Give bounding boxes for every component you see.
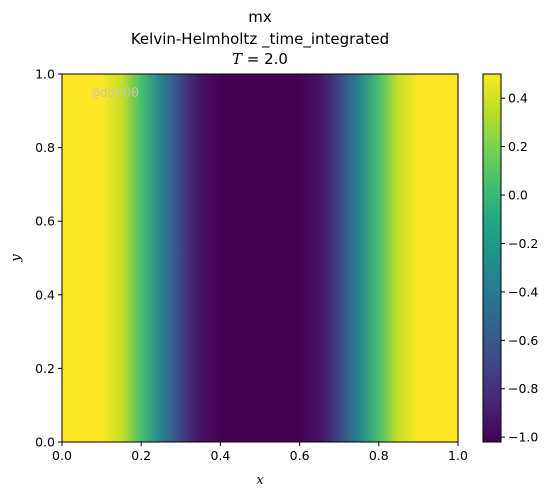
x-tick-label: 0.0 [52, 448, 72, 463]
chart-title-time: T = 2.0 [0, 50, 520, 68]
colorbar-tick-label: −0.6 [508, 333, 538, 348]
y-tick-label: 0.8 [35, 140, 55, 155]
heatmap-plot: @ddf00 [61, 73, 459, 443]
y-tick-label: 1.0 [35, 67, 55, 82]
time-label-value: = 2.0 [242, 50, 288, 68]
time-label-var: T [232, 50, 243, 68]
x-tick-label: 0.6 [290, 448, 310, 463]
plot-frame [61, 73, 459, 443]
x-tick-label: 0.2 [131, 448, 151, 463]
colorbar: 0.4 0.2 0.0 −0.2 −0.4 −0.6 −0.8 −1.0 [482, 73, 538, 445]
y-tick-label: 0.2 [35, 361, 55, 376]
x-tick-label: 0.8 [369, 448, 389, 463]
colorbar-tick-label: 0.0 [508, 188, 528, 203]
colorbar-ticks: 0.4 0.2 0.0 −0.2 −0.4 −0.6 −0.8 −1.0 [501, 91, 538, 445]
y-axis-label: y [9, 254, 24, 263]
heatmap-field [62, 74, 458, 442]
y-axis: 0.0 0.2 0.4 0.6 0.8 1.0 [35, 67, 62, 450]
y-tick-label: 0.0 [35, 435, 55, 450]
colorbar-tick-label: −1.0 [508, 430, 538, 445]
x-tick-label: 0.4 [210, 448, 230, 463]
colorbar-tick-label: −0.2 [508, 236, 538, 251]
y-tick-label: 0.6 [35, 214, 55, 229]
chart-title-line-1: mx [248, 8, 272, 26]
colorbar-tick-label: 0.2 [508, 139, 528, 154]
x-axis: 0.0 0.2 0.4 0.6 0.8 1.0 [52, 442, 468, 463]
x-tick-label: 1.0 [448, 448, 468, 463]
y-tick-label: 0.4 [35, 287, 55, 302]
chart-title-line-2: Kelvin-Helmholtz _time_integrated [130, 30, 390, 48]
colorbar-tick-label: 0.4 [508, 91, 528, 106]
colorbar-frame [482, 73, 502, 443]
watermark: @ddf00 [92, 86, 139, 101]
colorbar-tick-label: −0.4 [508, 284, 538, 299]
colorbar-tick-label: −0.8 [508, 381, 538, 396]
x-axis-label: x [256, 473, 264, 488]
colorbar-gradient [483, 74, 501, 442]
